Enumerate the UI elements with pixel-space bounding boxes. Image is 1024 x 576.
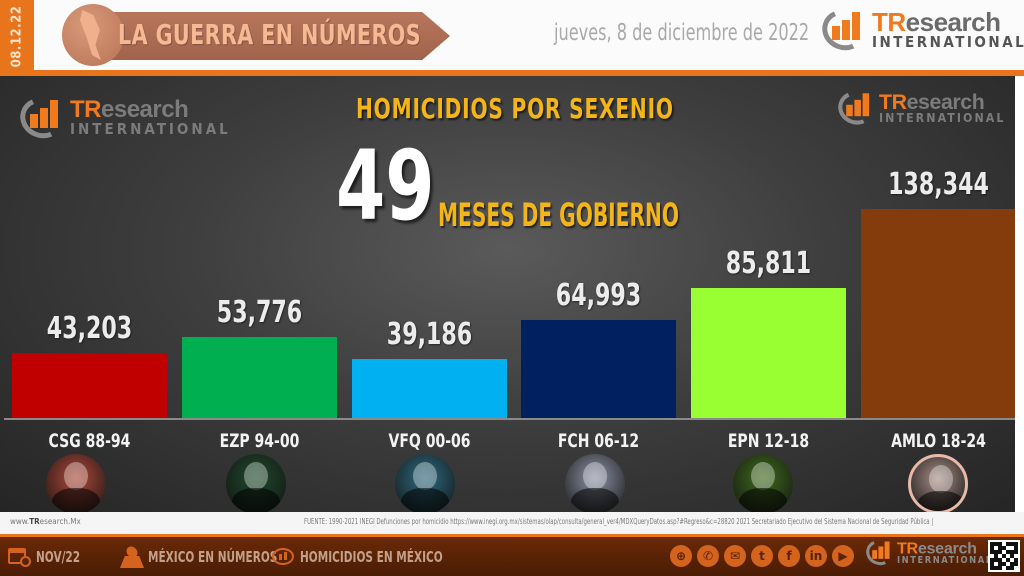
- date-tab-text: 08.12.22: [9, 5, 25, 67]
- phone-icon[interactable]: ✆: [697, 545, 719, 567]
- calendar-clock-icon: [8, 546, 32, 568]
- panel-logo-left: TResearch INTERNATIONAL: [14, 91, 231, 145]
- footer-item-mexico[interactable]: MÉXICO EN NÚMEROS: [120, 544, 314, 568]
- months-count: 49: [336, 130, 435, 242]
- logo-subtitle: INTERNATIONAL: [872, 32, 1024, 51]
- banner-title: LA GUERRA EN NÚMEROS: [118, 18, 422, 51]
- bar-label-csg: CSG 88-94: [48, 430, 131, 452]
- footer-item-label: HOMICIDIOS EN MÉXICO: [300, 548, 443, 566]
- chat-chart-icon: [272, 546, 296, 568]
- email-icon[interactable]: ✉: [724, 545, 746, 567]
- bar-value-csg: 43,203: [46, 311, 133, 346]
- banner-arrow: [102, 12, 450, 60]
- tresearch-logo[interactable]: TResearch INTERNATIONAL: [816, 3, 1024, 57]
- site-prefix: www.: [10, 517, 30, 526]
- footer: NOV/22 MÉXICO EN NÚMEROS HOMICIDIOS EN M…: [0, 534, 1024, 576]
- bar-csg: [12, 353, 167, 418]
- avatar-epn: [733, 454, 793, 514]
- site-bold: TR: [29, 517, 40, 526]
- chart-panel: TResearch INTERNATIONAL TResearch INTERN…: [0, 76, 1016, 514]
- bar-value-epn: 85,811: [725, 246, 812, 281]
- panel-logo-right: TResearch INTERNATIONAL: [833, 86, 1006, 130]
- bar-ezp: [182, 337, 337, 418]
- youtube-icon[interactable]: ▶: [832, 545, 854, 567]
- footer-logo[interactable]: TResearch INTERNATIONAL: [862, 536, 993, 569]
- bar-epn: [691, 288, 846, 418]
- website-link[interactable]: www.TResearch.Mx: [10, 517, 81, 526]
- avatar-csg: [46, 454, 106, 514]
- footer-item-homicidios[interactable]: HOMICIDIOS EN MÉXICO: [272, 546, 483, 568]
- chart-subtitle: MESES DE GOBIERNO: [438, 196, 679, 234]
- linkedin-icon[interactable]: in: [805, 545, 827, 567]
- qr-code[interactable]: [988, 540, 1020, 572]
- globe-icon[interactable]: ⊕: [670, 545, 692, 567]
- source-citation: FUENTE: 1990-2021 INEGI Defunciones por …: [304, 517, 934, 526]
- bar-label-amlo: AMLO 18-24: [891, 430, 986, 452]
- footer-item-date[interactable]: NOV/22: [8, 546, 93, 568]
- bar-amlo: [861, 209, 1016, 418]
- twitter-icon[interactable]: t: [751, 545, 773, 567]
- bar-value-amlo: 138,344: [888, 167, 989, 202]
- avatar-vfq: [395, 454, 455, 514]
- site-rest: esearch.Mx: [39, 517, 81, 526]
- mexico-globe-icon: [62, 4, 124, 66]
- footer-item-label: MÉXICO EN NÚMEROS: [148, 548, 278, 566]
- logo-chart-icon: [862, 536, 897, 569]
- logo-subtitle: INTERNATIONAL: [897, 554, 993, 566]
- bar-label-vfq: VFQ 00-06: [388, 430, 471, 452]
- logo-brand-accent: TR: [879, 88, 907, 114]
- avatar-fch: [565, 454, 625, 514]
- chart-title: HOMICIDIOS POR SEXENIO: [356, 92, 674, 125]
- bar-label-epn: EPN 12-18: [727, 430, 810, 452]
- logo-chart-icon: [14, 91, 70, 145]
- footer-item-label: NOV/22: [36, 548, 81, 566]
- avatar-amlo: [908, 454, 968, 514]
- logo-subtitle: INTERNATIONAL: [879, 110, 1006, 125]
- logo-brand-rest: esearch: [917, 538, 977, 557]
- logo-brand-accent: TR: [897, 538, 918, 557]
- date-tab: 08.12.22: [0, 0, 34, 72]
- bar-label-fch: FCH 06-12: [557, 430, 640, 452]
- bar-value-vfq: 39,186: [386, 317, 473, 352]
- logo-brand-accent: TR: [70, 95, 102, 123]
- logo-brand-accent: TR: [872, 6, 906, 37]
- bar-value-ezp: 53,776: [216, 295, 303, 330]
- avatar-ezp: [226, 454, 286, 514]
- header-date: jueves, 8 de diciembre de 2022: [554, 20, 810, 46]
- panel-edge: [1015, 76, 1024, 512]
- bar-value-fch: 64,993: [555, 278, 642, 313]
- map-pin-icon: [120, 544, 144, 568]
- section-banner: LA GUERRA EN NÚMEROS: [62, 4, 450, 66]
- logo-brand-rest: esearch: [905, 6, 1001, 37]
- bar-fch: [521, 320, 676, 418]
- logo-chart-icon: [833, 86, 879, 130]
- logo-subtitle: INTERNATIONAL: [70, 119, 231, 138]
- bar-label-ezp: EZP 94-00: [219, 430, 300, 452]
- source-strip: www.TResearch.Mx FUENTE: 1990-2021 INEGI…: [0, 512, 1024, 534]
- social-links: ⊕ ✆ ✉ t f in ▶: [670, 545, 854, 567]
- header: 08.12.22 LA GUERRA EN NÚMEROS jueves, 8 …: [0, 0, 1024, 72]
- bar-vfq: [352, 359, 507, 418]
- facebook-icon[interactable]: f: [778, 545, 800, 567]
- chart-baseline: [4, 418, 1015, 420]
- header-divider: [0, 70, 1024, 76]
- logo-chart-icon: [816, 3, 872, 57]
- logo-brand-rest: esearch: [906, 88, 985, 114]
- logo-brand-rest: esearch: [101, 95, 189, 123]
